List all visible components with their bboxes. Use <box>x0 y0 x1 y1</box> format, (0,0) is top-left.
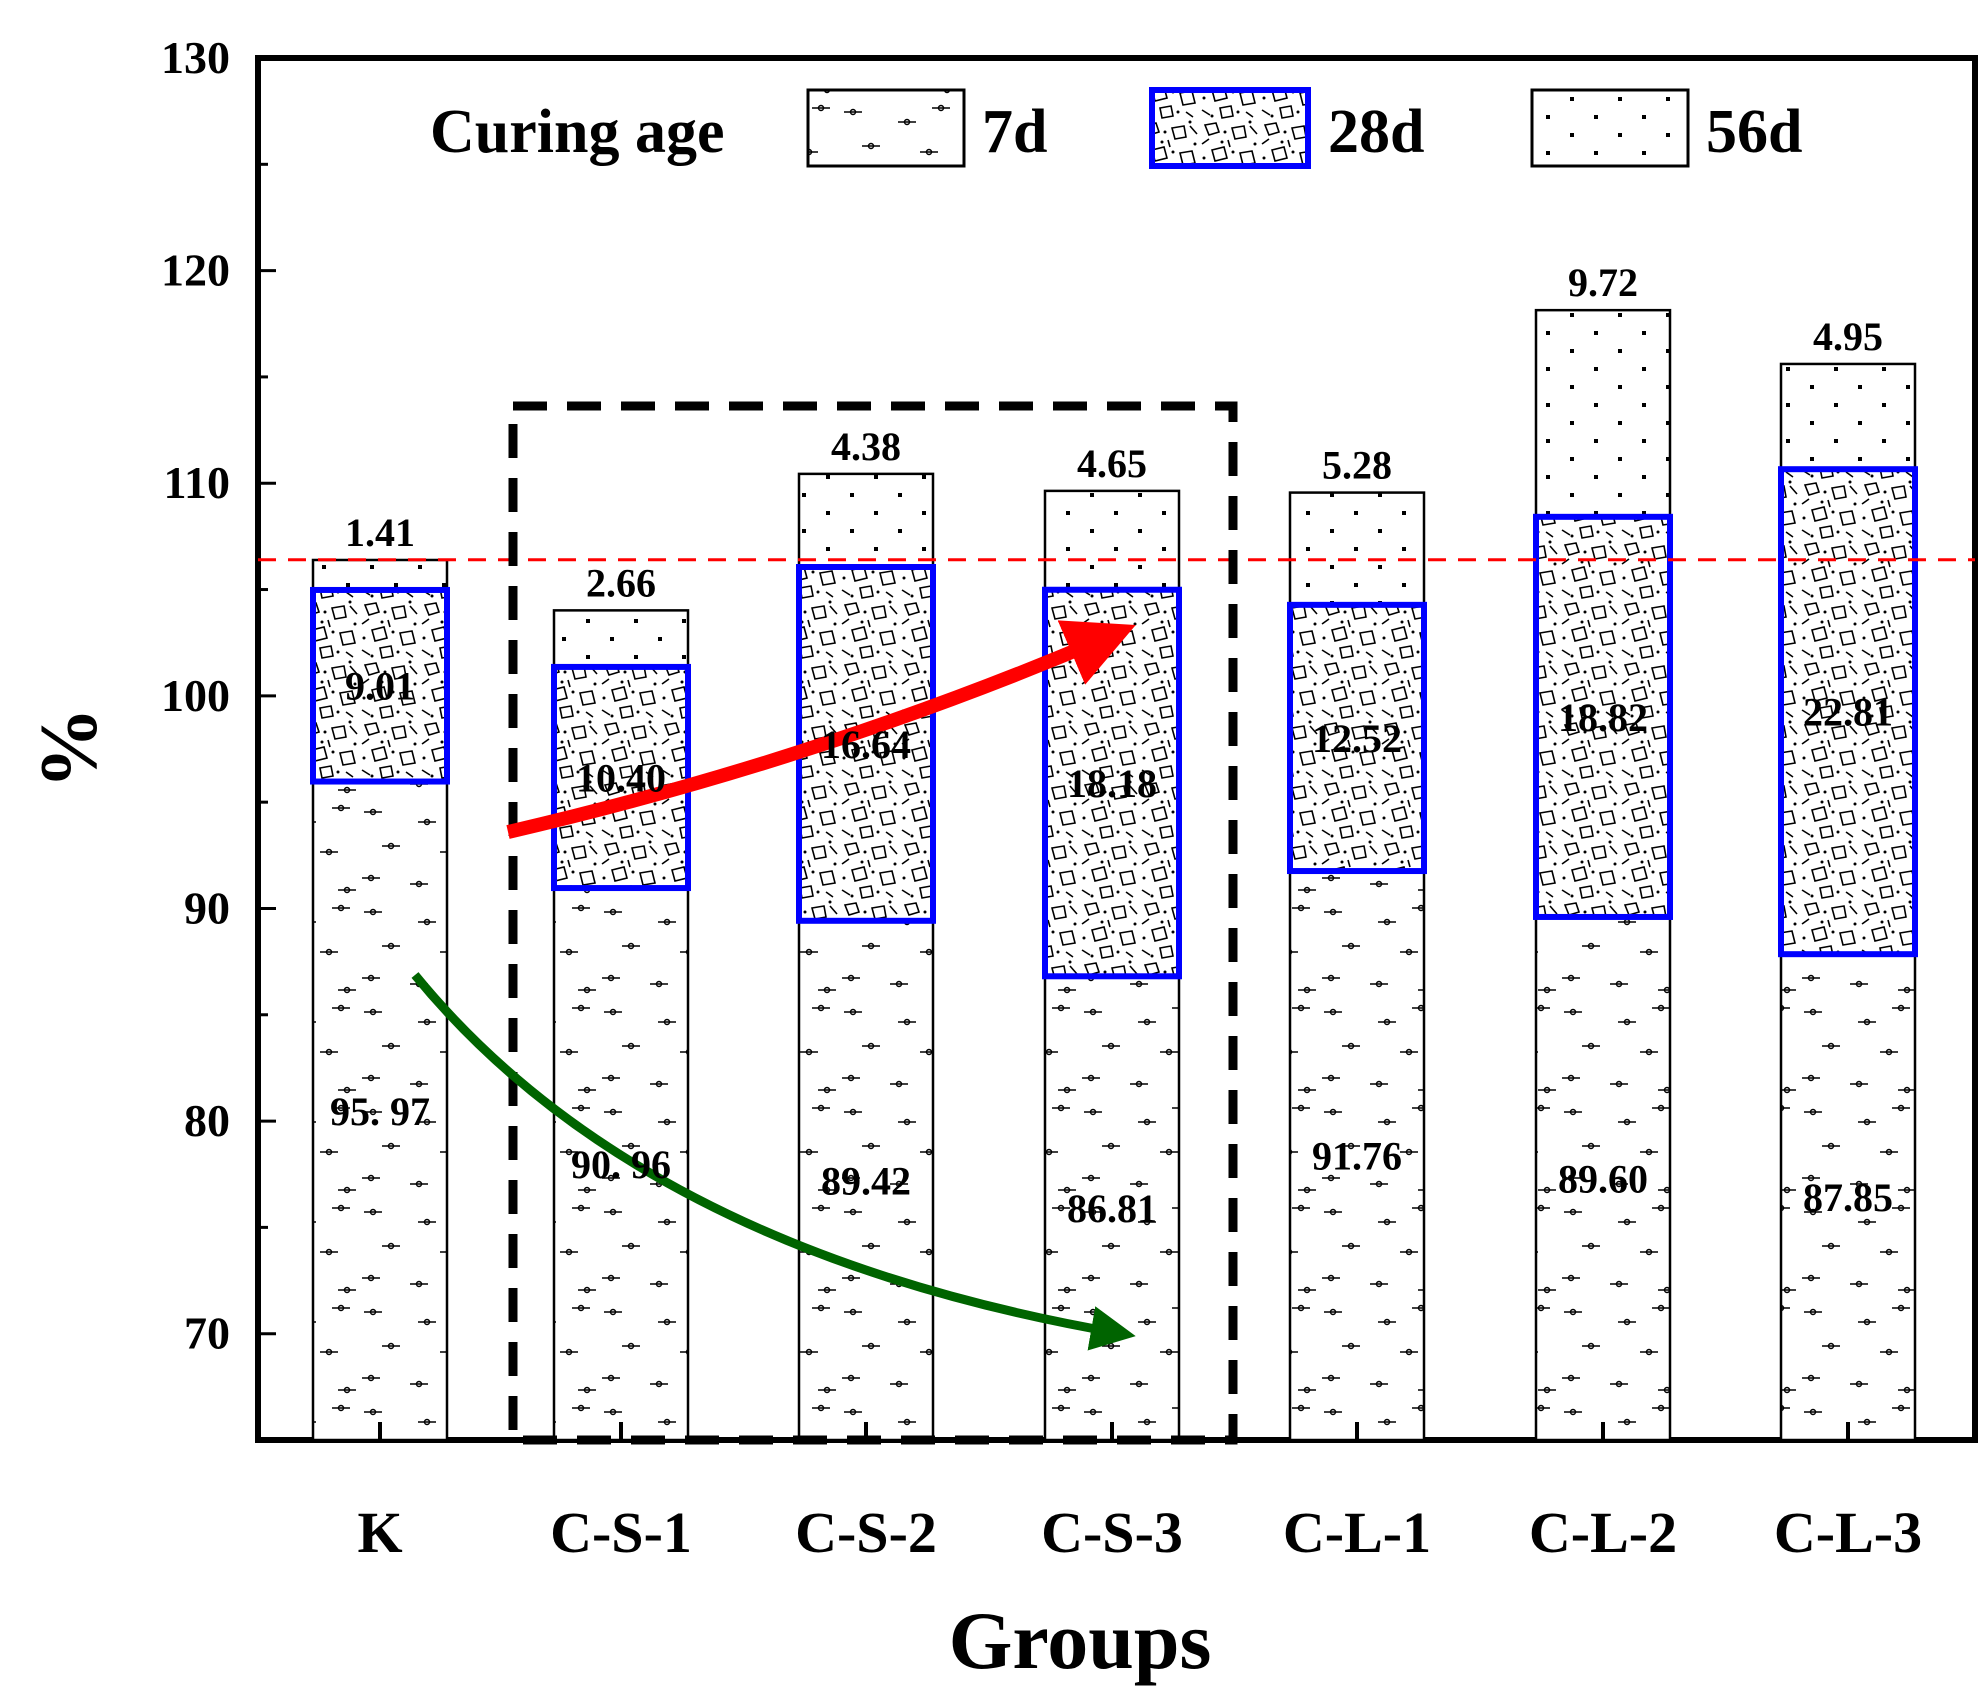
bar-segment-56d <box>311 558 449 592</box>
bar-segment-28d <box>1287 601 1427 875</box>
bar-segment-28d <box>1533 513 1673 920</box>
legend: Curing age 7d 28d 56d <box>430 87 1802 169</box>
data-label-28d: 10.40 <box>576 755 666 800</box>
y-tick-label: 120 <box>161 245 230 296</box>
bar-segment-7d <box>1043 975 1181 1442</box>
data-label-28d: 9.01 <box>345 664 415 709</box>
data-label-28d: 12.52 <box>1312 716 1402 761</box>
y-axis: 70 80 90 100 110 120 130 <box>161 32 276 1442</box>
bar-segment-56d <box>797 472 935 569</box>
x-category-label: C-S-1 <box>550 1500 692 1565</box>
data-label-28d: 16.64 <box>821 722 911 767</box>
bar-segment-7d <box>797 919 935 1442</box>
data-labels-layer: 95. 97 9.01 1.41 90. 96 10.40 2.66 89.42 16.64 4… <box>330 260 1893 1231</box>
data-label-7d: 91.76 <box>1312 1134 1402 1179</box>
bar-segment-7d <box>1288 869 1426 1442</box>
bar-segment-56d <box>552 609 690 669</box>
x-category-label: C-S-3 <box>1041 1500 1183 1565</box>
green-trend-arrow <box>411 972 1136 1351</box>
data-label-56d: 5.28 <box>1322 443 1392 488</box>
x-category-label: C-L-1 <box>1283 1500 1431 1565</box>
bar-segment-7d <box>1534 915 1672 1442</box>
bar-segment-7d <box>552 886 690 1442</box>
bar-segment-56d <box>1534 308 1672 519</box>
data-label-7d: 89.60 <box>1558 1156 1648 1201</box>
y-tick-label: 100 <box>161 670 230 721</box>
bar-segment-7d <box>311 780 449 1442</box>
y-tick-label: 90 <box>184 882 230 933</box>
data-label-56d: 2.66 <box>586 560 656 605</box>
y-tick-label: 110 <box>164 457 230 508</box>
y-tick-label: 70 <box>184 1308 230 1359</box>
legend-swatch-28d <box>1149 87 1311 169</box>
data-label-7d: 87.85 <box>1803 1175 1893 1220</box>
data-label-56d: 4.95 <box>1813 314 1883 359</box>
data-label-56d: 4.65 <box>1077 441 1147 486</box>
data-label-56d: 1.41 <box>345 510 415 555</box>
bar-segment-7d <box>1779 952 1917 1442</box>
data-label-56d: 4.38 <box>831 424 901 469</box>
legend-label-7d: 7d <box>982 98 1047 166</box>
data-label-56d: 9.72 <box>1568 260 1638 305</box>
data-label-28d: 18.82 <box>1558 695 1648 740</box>
bar-segment-28d <box>310 586 450 785</box>
x-category-label: C-L-3 <box>1774 1500 1922 1565</box>
red-trend-arrow <box>506 620 1136 839</box>
y-axis-title: % <box>23 707 114 789</box>
x-category-label: C-L-2 <box>1529 1500 1677 1565</box>
legend-swatch-7d <box>806 88 966 168</box>
legend-label-56d: 56d <box>1706 98 1802 166</box>
bar-segment-56d <box>1043 489 1181 592</box>
legend-swatch-56d <box>1530 88 1690 168</box>
legend-label-28d: 28d <box>1328 98 1424 166</box>
y-tick-label: 80 <box>184 1095 230 1146</box>
data-label-28d: 22.81 <box>1803 690 1893 735</box>
data-label-28d: 18.18 <box>1067 761 1157 806</box>
data-label-7d: 95. 97 <box>330 1089 430 1134</box>
highlight-box <box>508 401 1238 1445</box>
x-category-label: C-S-2 <box>795 1500 937 1565</box>
x-category-label: K <box>357 1500 402 1565</box>
bar-segment-28d <box>551 663 691 892</box>
x-axis-title: Groups <box>949 1595 1212 1686</box>
bar-segment-56d <box>1288 491 1426 607</box>
x-axis: K C-S-1 C-S-2 C-S-3 C-L-1 C-L-2 C-L-3 <box>357 1422 1922 1565</box>
bars-layer <box>310 308 1918 1442</box>
data-label-7d: 89.42 <box>821 1158 911 1203</box>
data-label-7d: 90. 96 <box>571 1142 671 1187</box>
y-tick-label: 130 <box>161 32 230 83</box>
data-label-7d: 86.81 <box>1067 1186 1157 1231</box>
bar-segment-56d <box>1779 362 1917 471</box>
bar-segment-28d <box>1778 466 1918 958</box>
legend-title: Curing age <box>430 98 725 166</box>
